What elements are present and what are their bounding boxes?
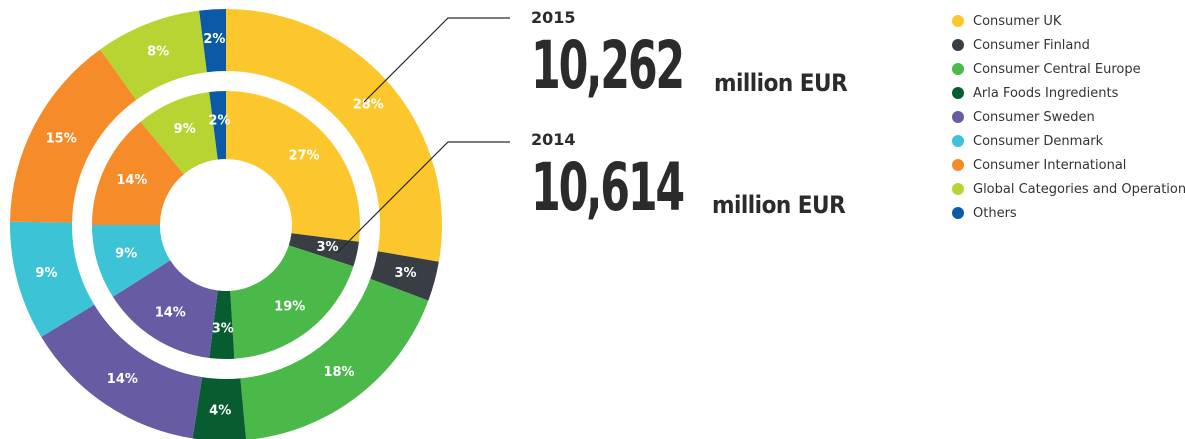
slice-label-2014-3: 3% — [212, 321, 234, 336]
slice-label-2014-2: 19% — [274, 300, 305, 315]
slice-2015-consumer-sweden — [41, 304, 203, 439]
legend-label: Others — [973, 205, 1017, 221]
callout-unit: million EUR — [714, 69, 848, 97]
legend-item: Consumer International — [952, 153, 1185, 177]
slice-2014-consumer-finland — [288, 233, 359, 267]
legend-label: Global Categories and Operations — [973, 181, 1185, 197]
legend-label: Consumer UK — [973, 13, 1062, 29]
slice-label-2014-0: 27% — [288, 149, 319, 164]
slice-labels: 28% 3% 18% 4% 14% 9% 15% 8% 2% 27% 3% 19% 3% 14% 9% 14%… — [35, 32, 416, 419]
slice-2015-consumer-denmark — [10, 221, 95, 337]
inner-ring-2014 — [92, 91, 360, 359]
slice-2014-consumer-denmark — [92, 225, 171, 297]
slice-2014-consumer-international — [92, 121, 184, 225]
slice-2014-consumer-uk — [226, 91, 360, 242]
legend-swatch — [952, 87, 964, 99]
slice-label-2015-7: 8% — [147, 44, 169, 59]
legend-swatch — [952, 39, 964, 51]
legend-item: Others — [952, 201, 1185, 225]
slice-label-2015-8: 2% — [203, 32, 225, 47]
legend-label: Consumer Denmark — [973, 133, 1104, 149]
slice-label-2015-5: 9% — [35, 266, 57, 281]
slice-2015-global-categories-and-operations — [100, 10, 207, 100]
outer-ring-2015 — [10, 9, 442, 439]
slice-label-2015-4: 14% — [107, 372, 138, 387]
legend-swatch — [952, 135, 964, 147]
legend-item: Consumer Finland — [952, 33, 1185, 57]
slice-label-2015-0: 28% — [353, 98, 384, 113]
legend-label: Consumer Finland — [973, 37, 1090, 53]
slice-label-2014-8: 2% — [208, 114, 230, 129]
legend-item: Consumer Sweden — [952, 105, 1185, 129]
slice-2015-arla-foods-ingredients — [192, 377, 247, 439]
legend-label: Consumer Central Europe — [973, 61, 1141, 77]
callout-year-2015: 2015 — [531, 8, 576, 27]
slice-2015-consumer-central-europe — [240, 278, 429, 439]
legend-label: Arla Foods Ingredients — [973, 85, 1119, 101]
slice-2014-global-categories-and-operations — [140, 92, 218, 175]
callout-value-2014: 10,614 million EUR — [531, 149, 846, 226]
legend-item: Global Categories and Operations — [952, 177, 1185, 201]
slice-2014-consumer-sweden — [112, 260, 218, 358]
legend-swatch — [952, 111, 964, 123]
slice-2014-arla-foods-ingredients — [209, 290, 235, 359]
legend-swatch — [952, 15, 964, 27]
slice-label-2015-3: 4% — [209, 403, 231, 418]
slice-label-2015-1: 3% — [394, 266, 416, 281]
slice-2014-others — [209, 91, 226, 160]
legend-label: Consumer Sweden — [973, 109, 1095, 125]
legend-swatch — [952, 159, 964, 171]
callout-amount: 10,262 — [531, 27, 685, 104]
legend-swatch — [952, 207, 964, 219]
callout-line-2014 — [336, 141, 510, 254]
callout-amount: 10,614 — [531, 149, 685, 226]
slice-label-2015-6: 15% — [46, 131, 77, 146]
slice-2015-consumer-uk — [226, 9, 442, 262]
legend-item: Consumer Denmark — [952, 129, 1185, 153]
slice-label-2014-6: 14% — [116, 173, 147, 188]
legend-swatch — [952, 183, 964, 195]
callout-year-2014: 2014 — [531, 130, 576, 149]
slice-label-2015-2: 18% — [323, 365, 354, 380]
callout-line-2015 — [363, 17, 510, 103]
slice-2015-others — [199, 9, 226, 73]
legend-swatch — [952, 63, 964, 75]
legend-item: Consumer UK — [952, 9, 1185, 33]
slice-2015-consumer-international — [10, 49, 137, 223]
slice-2015-consumer-finland — [370, 251, 439, 301]
slice-label-2014-5: 9% — [115, 247, 137, 262]
slice-label-2014-7: 9% — [174, 122, 196, 137]
slice-label-2014-1: 3% — [316, 240, 338, 255]
callout-unit: million EUR — [712, 191, 846, 219]
legend: Consumer UK Consumer Finland Consumer Cent… — [952, 9, 1185, 225]
legend-label: Consumer International — [973, 157, 1127, 173]
slice-label-2014-4: 14% — [155, 305, 186, 320]
callout-value-2015: 10,262 million EUR — [531, 27, 848, 104]
legend-item: Consumer Central Europe — [952, 57, 1185, 81]
legend-item: Arla Foods Ingredients — [952, 81, 1185, 105]
slice-2014-consumer-central-europe — [230, 245, 354, 359]
